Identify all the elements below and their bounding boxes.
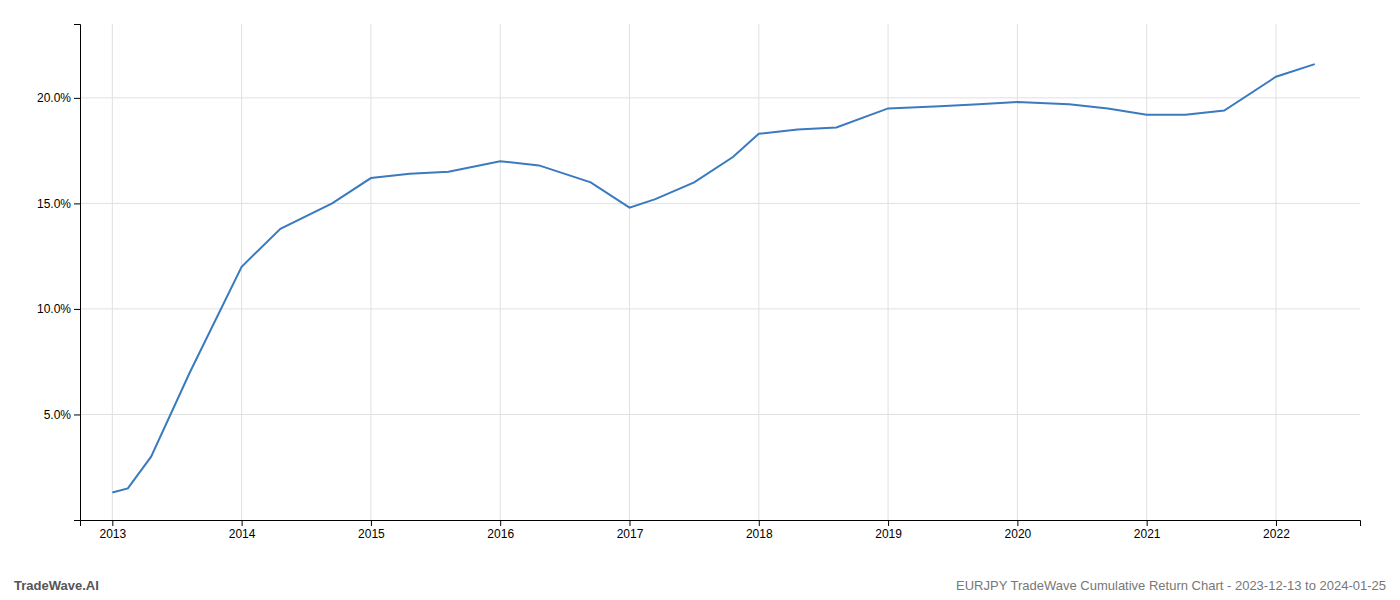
plot: 2013 2014 2015 2016 2017 2018 2019 2020 2021 2022… [37,24,1361,541]
tick-mark [74,414,80,415]
tick: 10.0% [37,302,80,316]
footer-right: EURJPY TradeWave Cumulative Return Chart… [956,578,1386,593]
grid-line [758,24,759,520]
tick-mark [1276,520,1277,526]
tick: 2016 [487,520,514,541]
tick: 15.0% [37,197,80,211]
tick-label: 2019 [875,527,902,541]
tick-mark [371,520,372,526]
tick-label: 20.0% [37,91,71,105]
tick-mark [1147,520,1148,526]
tick-label: 2015 [358,527,385,541]
grid-line [80,308,1360,309]
tick-label: 10.0% [37,302,71,316]
grid-line [629,24,630,520]
grid-line [80,97,1360,98]
tick-label: 5.0% [44,408,72,422]
tick: 2019 [875,520,902,541]
y-axis: 5.0% 10.0% 15.0% 20.0% [37,25,81,521]
grid-line [1275,24,1276,520]
tick-label: 2022 [1263,527,1290,541]
tick: 2017 [617,520,644,541]
grid-line [80,414,1360,415]
grid-line [1146,24,1147,520]
tick: 2013 [99,520,126,541]
tick-label: 2016 [487,527,514,541]
grid-line [888,24,889,520]
tick-mark [888,520,889,526]
chart: 2013 2014 2015 2016 2017 2018 2019 2020 2021 2022… [0,0,1400,600]
tick: 5.0% [44,408,80,422]
tick-mark [629,520,630,526]
tick: 20.0% [37,91,80,105]
grid-line [80,203,1360,204]
tick-label: 2014 [229,527,256,541]
tick: 2014 [229,520,256,541]
tick-mark [112,520,113,526]
tick: 2021 [1134,520,1161,541]
tick-mark [500,520,501,526]
footer-left: TradeWave.AI [14,578,99,593]
tick-mark [242,520,243,526]
tick-mark [759,520,760,526]
tick: 2018 [746,520,773,541]
marks [112,64,1314,492]
tick-label: 2017 [617,527,644,541]
axis-line [74,25,81,521]
tick-mark [74,98,80,99]
tick: 2022 [1263,520,1290,541]
tick-label: 2021 [1134,527,1161,541]
grid-line [500,24,501,520]
tick: 2015 [358,520,385,541]
x-axis: 2013 2014 2015 2016 2017 2018 2019 2020 2021 2022 [81,520,1361,541]
tick-label: 2013 [99,527,126,541]
tick-label: 2018 [746,527,773,541]
tick: 2020 [1005,520,1032,541]
tick-mark [74,309,80,310]
tick-label: 15.0% [37,197,71,211]
grid-line [1017,24,1018,520]
tick-label: 2020 [1005,527,1032,541]
grid [80,24,1360,520]
axis-line [81,521,1361,527]
tick-mark [1017,520,1018,526]
grid-line [112,24,113,520]
line [112,64,1314,492]
grid-line [370,24,371,520]
tick-mark [74,203,80,204]
grid-line [241,24,242,520]
